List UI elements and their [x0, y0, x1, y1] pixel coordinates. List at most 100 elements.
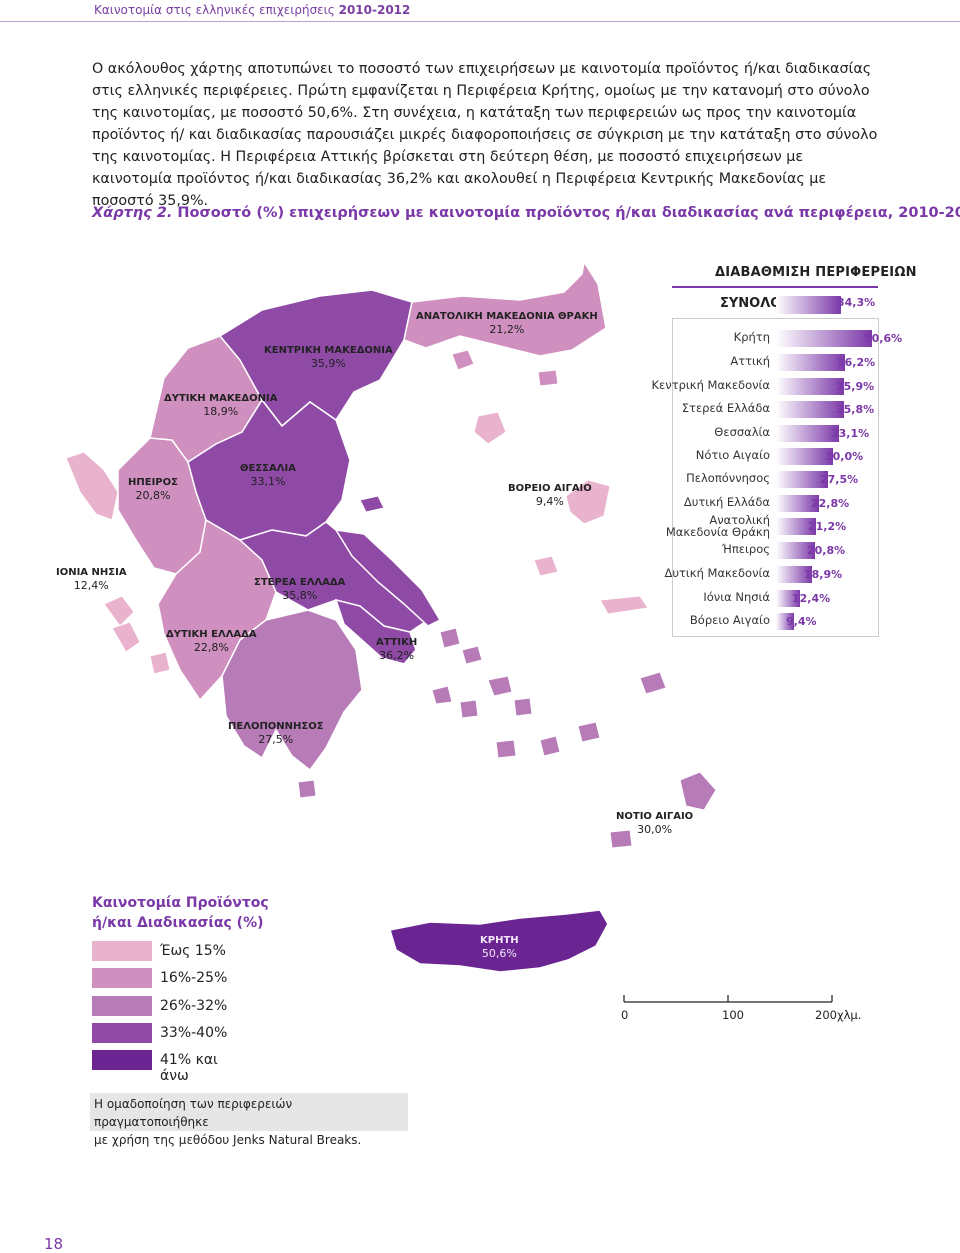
legend-item: 16%-25%	[92, 968, 242, 988]
greece-map	[65, 259, 717, 973]
ranking-bar	[776, 495, 819, 512]
scale-label-200: 200χλμ.	[815, 1008, 862, 1022]
map-label-dytiki-makedonia: ΔΥΤΙΚΗ ΜΑΚΕΔΟΝΙΑ 18,9%	[164, 393, 278, 418]
ranking-value: 18,9%	[804, 568, 843, 581]
region-voreio-aigaio	[473, 411, 649, 615]
ranking-value: 20,8%	[807, 544, 846, 557]
map-label-attiki: ΑΤΤΙΚΗ 36,2%	[376, 637, 418, 662]
ranking-title: ΔΙΑΒΑΘΜΙΣΗ ΠΕΡΙΦΕΡΕΙΩΝ	[715, 265, 917, 280]
ranking-value: 35,9%	[836, 380, 875, 393]
legend-label: 16%-25%	[160, 970, 228, 986]
map-title-text: Ποσοστό (%) επιχειρήσεων με καινοτομία π…	[177, 205, 960, 221]
legend-swatch	[92, 968, 152, 988]
ranking-total-box	[672, 318, 879, 637]
ranking-total-bar	[776, 296, 841, 314]
ranking-bar	[776, 471, 828, 488]
intro-paragraph: Ο ακόλουθος χάρτης αποτυπώνει το ποσοστό…	[92, 61, 878, 209]
island-samothraki	[537, 369, 559, 387]
ranking-value: 9,4%	[786, 615, 817, 628]
island-kythira	[297, 779, 317, 799]
ranking-bar	[776, 590, 800, 607]
ranking-value: 21,2%	[808, 520, 847, 533]
method-note: Η ομαδοποίηση των περιφερειών πραγματοπο…	[90, 1093, 408, 1147]
ranking-value: 36,2%	[837, 356, 876, 369]
ranking-region-name: Δυτική Ελλάδα	[683, 495, 770, 509]
ranking-value: 22,8%	[811, 497, 850, 510]
map-label-thessalia: ΘΕΣΣΑΛΙΑ 33,1%	[240, 463, 296, 488]
map-label-dytiki-ellada: ΔΥΤΙΚΗ ΕΛΛΑΔΑ 22,8%	[166, 629, 257, 654]
island-thasos	[451, 349, 475, 371]
ranking-bar	[776, 566, 812, 583]
legend-swatch	[92, 941, 152, 961]
region-peloponnisos	[221, 609, 363, 772]
legend-swatch	[92, 996, 152, 1016]
ranking-region-name: Ιόνια Νησιά	[703, 590, 770, 604]
map-label-sterea-ellada: ΣΤΕΡΕΑ ΕΛΛΑΔΑ 35,8%	[254, 577, 346, 602]
page-number: 18	[44, 1235, 64, 1253]
map-label-anatoliki-makedonia-thraki: ΑΝΑΤΟΛΙΚΗ ΜΑΚΕΔΟΝΙΑ ΘΡΑΚΗ 21,2%	[416, 311, 598, 336]
scale-bar	[623, 995, 833, 1003]
legend-item: Έως 15%	[92, 941, 242, 961]
ranking-region-name: Νότιο Αιγαίο	[695, 448, 770, 462]
ranking-region-name: Θεσσαλία	[714, 425, 770, 439]
legend-label: 33%-40%	[160, 1025, 228, 1041]
ranking-total-label: ΣΥΝΟΛΟ	[720, 296, 782, 311]
legend-swatch	[92, 1050, 152, 1070]
ranking-bar	[776, 330, 872, 347]
ranking-bar	[776, 354, 845, 371]
ranking-region-name: Βόρειο Αιγαίο	[689, 613, 770, 627]
legend-item: 26%-32%	[92, 996, 242, 1016]
ranking-region-name: Κρήτη	[733, 330, 770, 344]
legend-swatch	[92, 1023, 152, 1043]
ranking-bar	[776, 425, 839, 442]
map-label-ionia-nisia: ΙΟΝΙΑ ΝΗΣΙΑ 12,4%	[56, 567, 127, 592]
region-attiki	[334, 598, 417, 665]
legend-title: Καινοτομία Προϊόντος ή/και Διαδικασίας (…	[92, 895, 269, 931]
legend-label: 26%-32%	[160, 998, 228, 1014]
map-label-ipeiros: ΗΠΕΙΡΟΣ 20,8%	[128, 477, 178, 502]
ranking-value: 33,1%	[831, 427, 870, 440]
page-header: Καινοτομία στις ελληνικές επιχειρήσεις 2…	[0, 0, 960, 24]
ranking-region-name: Δυτική Μακεδονία	[664, 566, 770, 580]
ranking-value: 50,6%	[864, 332, 903, 345]
map-title: Χάρτης 2. Ποσοστό (%) επιχειρήσεων με κα…	[92, 205, 960, 221]
ranking-region-name: Κεντρική Μακεδονία	[651, 378, 770, 392]
ranking-bar	[776, 401, 844, 418]
ranking-bar	[776, 378, 844, 395]
legend-label: 41% και άνω	[160, 1052, 218, 1084]
ranking-value: 27,5%	[820, 473, 859, 486]
ranking-region-name: Στερεά Ελλάδα	[681, 401, 770, 415]
island-evia	[334, 529, 442, 627]
ranking-region-name: Ανατολική Μακεδονία Θράκη	[665, 513, 770, 539]
ranking-bar	[776, 518, 816, 535]
ranking-value: 35,8%	[836, 403, 875, 416]
region-notio-aigaio	[431, 627, 717, 849]
map-label-kentriki-makedonia: ΚΕΝΤΡΙΚΗ ΜΑΚΕΔΟΝΙΑ 35,9%	[264, 345, 393, 370]
ranking-value: 30,0%	[825, 450, 864, 463]
ranking-region-name: Ήπειρος	[721, 542, 770, 556]
legend-label: Έως 15%	[160, 943, 226, 959]
map-number: Χάρτης 2.	[92, 205, 173, 221]
ranking-value: 12,4%	[792, 592, 831, 605]
ranking-bar	[776, 448, 833, 465]
island-sporades	[359, 495, 385, 513]
scale-label-0: 0	[621, 1008, 629, 1022]
legend-item: 41% και άνω	[92, 1050, 242, 1084]
map-label-notio-aigaio: ΝΟΤΙΟ ΑΙΓΑΙΟ 30,0%	[616, 811, 694, 836]
ranking-region-name: Πελοπόννησος	[686, 471, 770, 485]
map-label-voreio-aigaio: ΒΟΡΕΙΟ ΑΙΓΑΙΟ 9,4%	[508, 483, 592, 508]
legend-item: 33%-40%	[92, 1023, 242, 1043]
region-ionia-nisia	[65, 451, 171, 675]
ranking-bar	[776, 542, 815, 559]
map-label-kriti: ΚΡΗΤΗ 50,6%	[480, 935, 519, 960]
intro-text: Ο ακόλουθος χάρτης αποτυπώνει το ποσοστό…	[92, 58, 878, 212]
ranking-divider	[672, 286, 878, 288]
ranking-bar	[776, 613, 794, 630]
ranking-region-name: Αττική	[730, 354, 770, 368]
header-divider	[0, 21, 960, 22]
ranking-total-value: 34,3%	[837, 296, 876, 309]
header-years: 2010-2012	[338, 3, 411, 17]
scale-label-100: 100	[722, 1008, 744, 1022]
region-sterea-ellada	[238, 521, 430, 633]
region-kriti	[389, 909, 609, 973]
